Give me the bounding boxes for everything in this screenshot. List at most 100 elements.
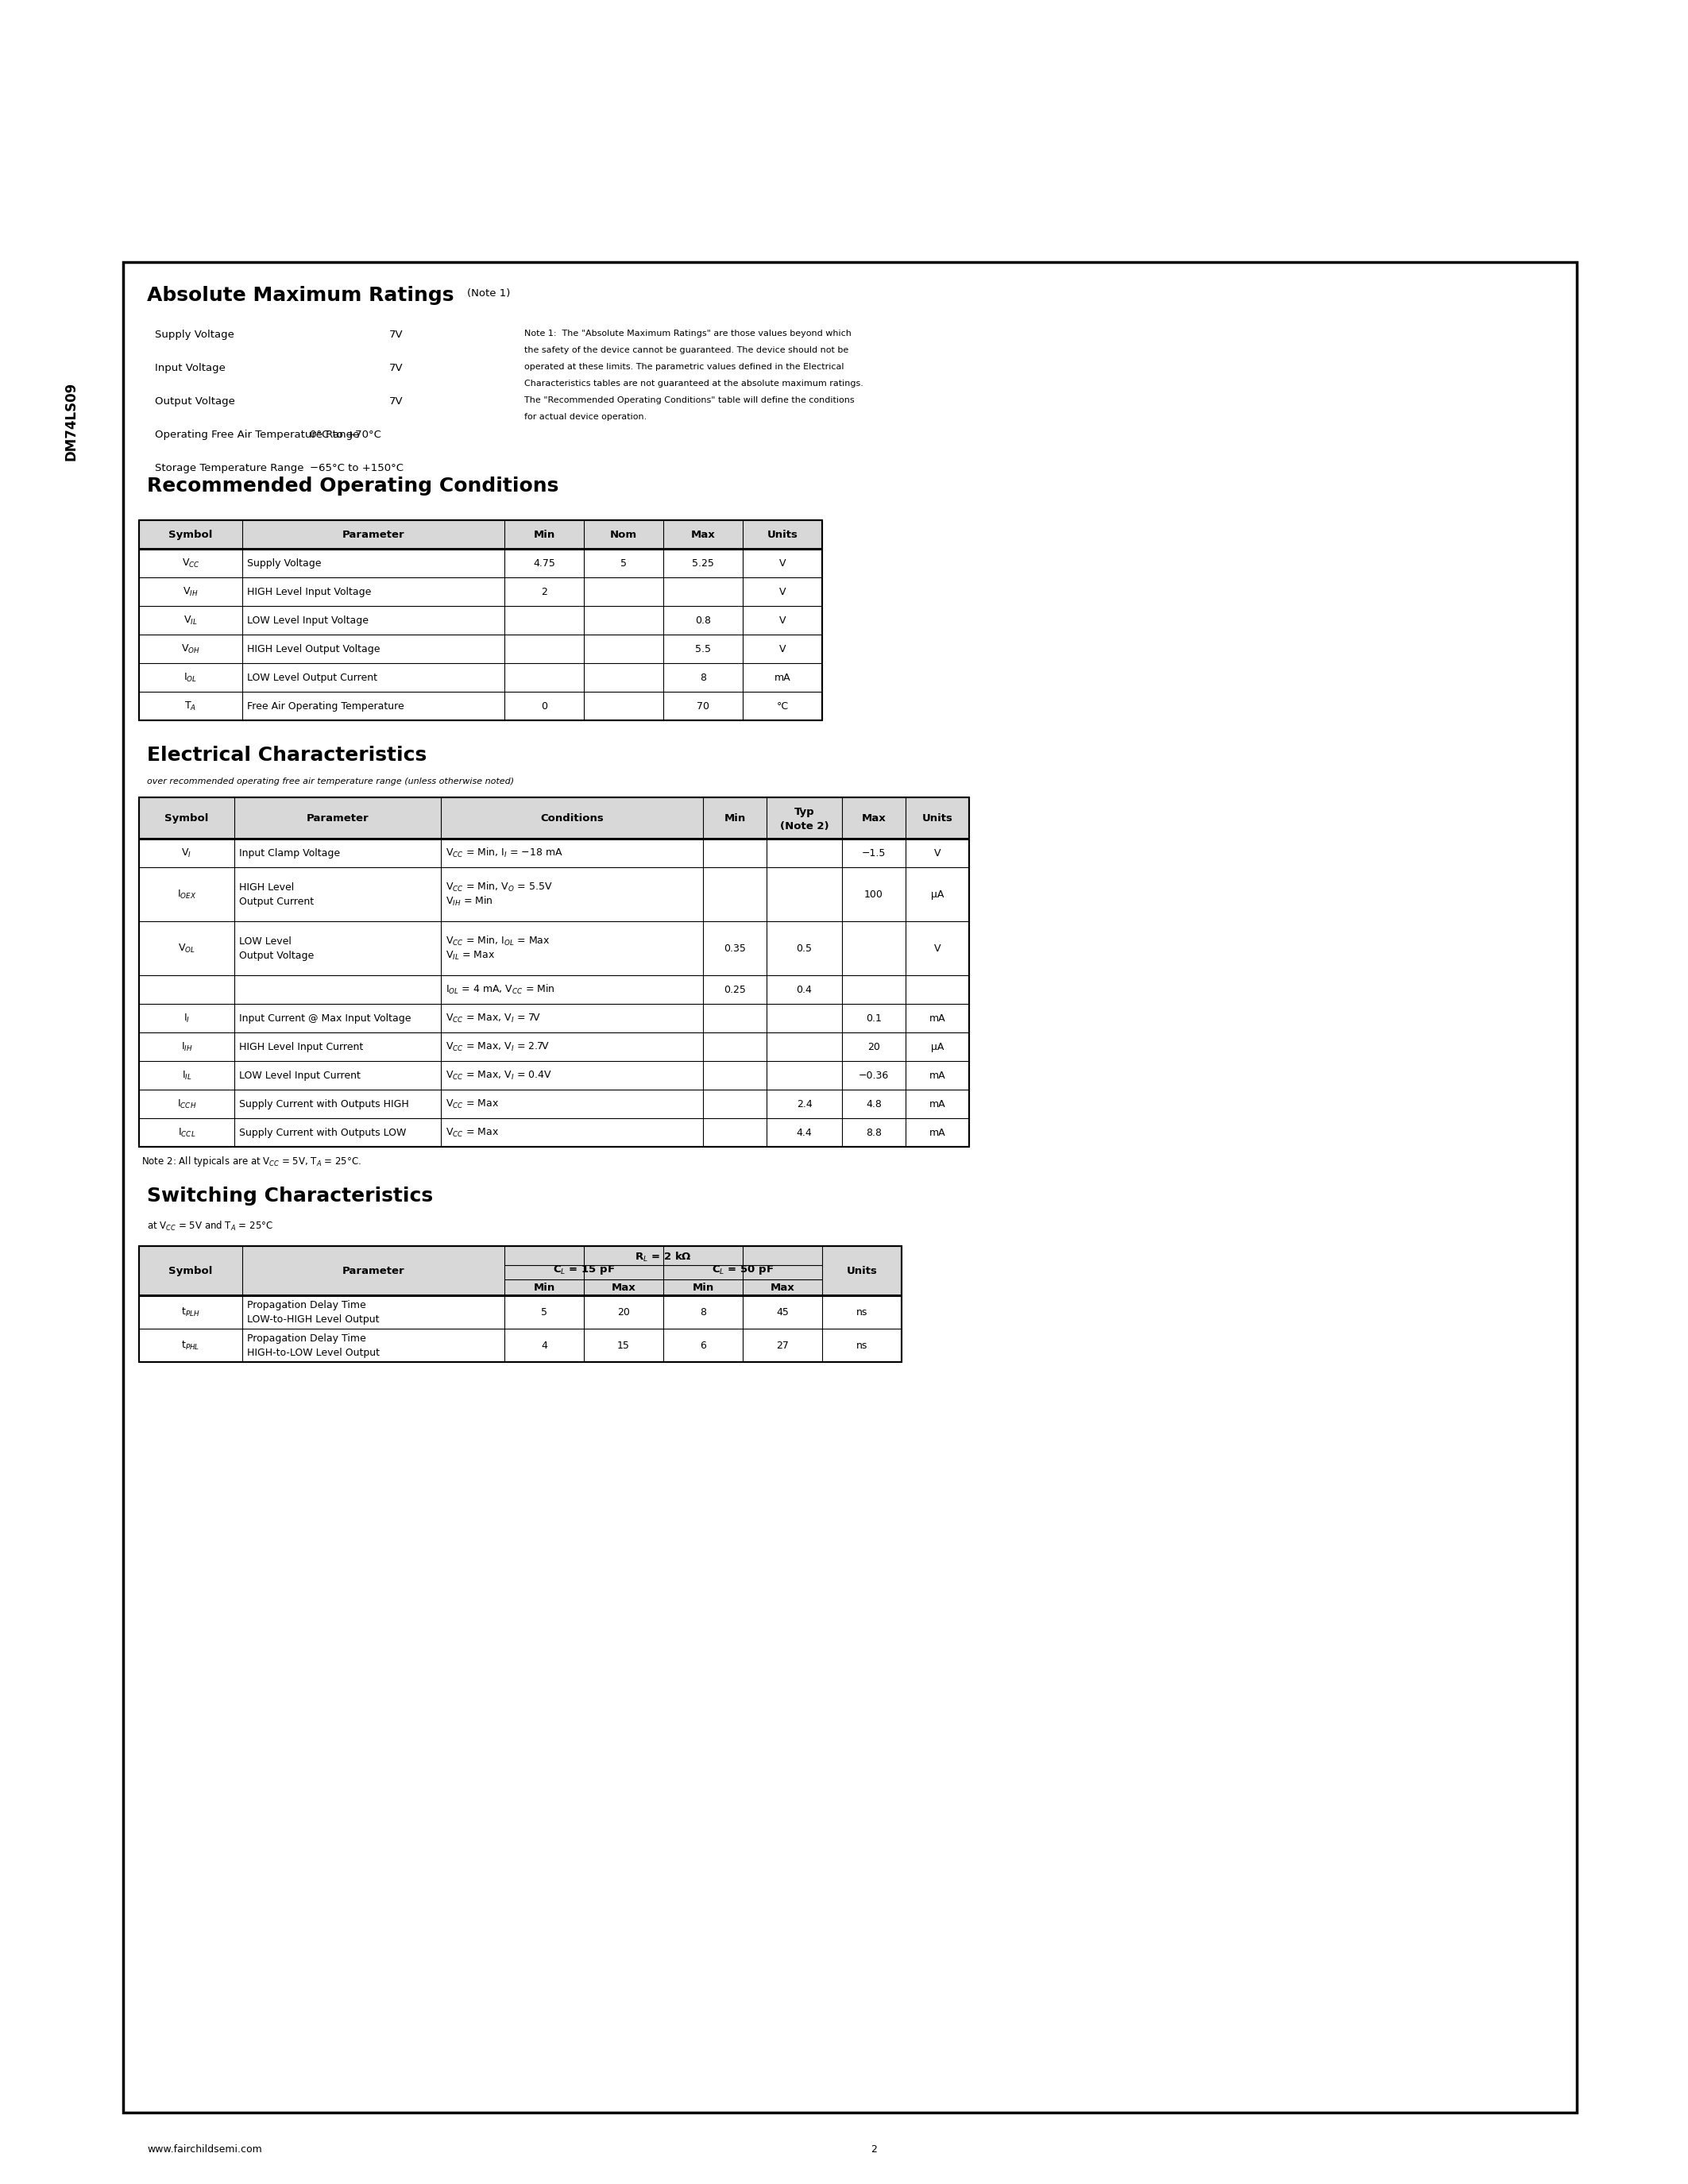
Text: °C: °C xyxy=(776,701,788,712)
Text: mA: mA xyxy=(928,1127,945,1138)
Text: the safety of the device cannot be guaranteed. The device should not be: the safety of the device cannot be guara… xyxy=(525,347,849,354)
Text: 20: 20 xyxy=(618,1306,630,1317)
Text: 4: 4 xyxy=(540,1341,547,1350)
Text: 0.1: 0.1 xyxy=(866,1013,881,1024)
Text: Max: Max xyxy=(770,1282,795,1293)
Text: ns: ns xyxy=(856,1306,868,1317)
Text: Supply Voltage: Supply Voltage xyxy=(155,330,235,341)
Text: Parameter: Parameter xyxy=(307,812,368,823)
Text: 4.8: 4.8 xyxy=(866,1099,881,1109)
Text: 7V: 7V xyxy=(390,363,403,373)
Text: Input Clamp Voltage: Input Clamp Voltage xyxy=(240,847,339,858)
Text: Input Current @ Max Input Voltage: Input Current @ Max Input Voltage xyxy=(240,1013,412,1024)
Text: V$_{CC}$ = Min, I$_I$ = −18 mA: V$_{CC}$ = Min, I$_I$ = −18 mA xyxy=(446,847,564,858)
Text: I$_{CCH}$: I$_{CCH}$ xyxy=(177,1099,196,1109)
Text: LOW-to-HIGH Level Output: LOW-to-HIGH Level Output xyxy=(246,1315,380,1324)
Text: t$_{PHL}$: t$_{PHL}$ xyxy=(181,1339,199,1352)
Text: V$_{CC}$ = Max, V$_I$ = 7V: V$_{CC}$ = Max, V$_I$ = 7V xyxy=(446,1011,540,1024)
Text: 5.5: 5.5 xyxy=(695,644,711,653)
Text: Typ: Typ xyxy=(793,806,815,817)
Text: R$_L$ = 2 kΩ: R$_L$ = 2 kΩ xyxy=(635,1251,692,1265)
Text: Min: Min xyxy=(533,529,555,539)
Text: V$_{CC}$ = Max, V$_I$ = 0.4V: V$_{CC}$ = Max, V$_I$ = 0.4V xyxy=(446,1070,552,1081)
Text: Propagation Delay Time: Propagation Delay Time xyxy=(246,1332,366,1343)
Text: HIGH Level: HIGH Level xyxy=(240,882,294,893)
Text: 4.75: 4.75 xyxy=(533,557,555,568)
Text: Supply Current with Outputs HIGH: Supply Current with Outputs HIGH xyxy=(240,1099,408,1109)
Text: 45: 45 xyxy=(776,1306,788,1317)
Bar xyxy=(138,1247,901,1295)
Text: HIGH Level Input Voltage: HIGH Level Input Voltage xyxy=(246,587,371,596)
Text: Units: Units xyxy=(846,1265,878,1275)
Text: 100: 100 xyxy=(864,889,883,900)
Text: 0.5: 0.5 xyxy=(797,943,812,954)
Text: Note 2: All typicals are at V$_{CC}$ = 5V, T$_A$ = 25°C.: Note 2: All typicals are at V$_{CC}$ = 5… xyxy=(142,1155,361,1168)
Text: 0.8: 0.8 xyxy=(695,616,711,625)
Text: V: V xyxy=(780,557,787,568)
Text: Supply Voltage: Supply Voltage xyxy=(246,557,321,568)
Text: Nom: Nom xyxy=(609,529,636,539)
Bar xyxy=(138,797,969,1147)
Text: V$_{CC}$: V$_{CC}$ xyxy=(182,557,199,570)
Text: operated at these limits. The parametric values defined in the Electrical: operated at these limits. The parametric… xyxy=(525,363,844,371)
Text: Switching Characteristics: Switching Characteristics xyxy=(147,1186,434,1206)
Text: 0.35: 0.35 xyxy=(724,943,746,954)
Text: V$_{CC}$ = Min, V$_O$ = 5.5V: V$_{CC}$ = Min, V$_O$ = 5.5V xyxy=(446,880,552,893)
Text: V$_{OL}$: V$_{OL}$ xyxy=(177,941,196,954)
Text: 27: 27 xyxy=(776,1341,788,1350)
Text: Parameter: Parameter xyxy=(343,529,405,539)
Text: V$_{IH}$: V$_{IH}$ xyxy=(182,585,199,598)
Text: 5: 5 xyxy=(540,1306,547,1317)
Text: C$_L$ = 50 pF: C$_L$ = 50 pF xyxy=(712,1265,773,1275)
Text: 8: 8 xyxy=(701,1306,706,1317)
Text: V$_{CC}$ = Min, I$_{OL}$ = Max: V$_{CC}$ = Min, I$_{OL}$ = Max xyxy=(446,935,550,948)
Text: 70: 70 xyxy=(697,701,709,712)
Text: Supply Current with Outputs LOW: Supply Current with Outputs LOW xyxy=(240,1127,407,1138)
Text: 20: 20 xyxy=(868,1042,879,1053)
Text: V: V xyxy=(933,847,940,858)
Text: I$_{OL}$: I$_{OL}$ xyxy=(184,670,197,684)
Text: 0°C to +70°C: 0°C to +70°C xyxy=(311,430,381,439)
Text: Max: Max xyxy=(861,812,886,823)
Text: The "Recommended Operating Conditions" table will define the conditions: The "Recommended Operating Conditions" t… xyxy=(525,395,854,404)
Text: www.fairchildsemi.com: www.fairchildsemi.com xyxy=(147,2145,262,2156)
Text: V: V xyxy=(780,616,787,625)
Text: Output Current: Output Current xyxy=(240,895,314,906)
Text: LOW Level Input Current: LOW Level Input Current xyxy=(240,1070,361,1081)
Text: HIGH-to-LOW Level Output: HIGH-to-LOW Level Output xyxy=(246,1348,380,1358)
Text: Conditions: Conditions xyxy=(540,812,604,823)
Text: Symbol: Symbol xyxy=(169,1265,213,1275)
Text: Propagation Delay Time: Propagation Delay Time xyxy=(246,1299,366,1310)
Text: ns: ns xyxy=(856,1341,868,1350)
Text: HIGH Level Input Current: HIGH Level Input Current xyxy=(240,1042,363,1053)
Text: Symbol: Symbol xyxy=(165,812,209,823)
Text: V$_I$: V$_I$ xyxy=(182,847,192,858)
Text: −1.5: −1.5 xyxy=(863,847,886,858)
Text: V$_{IL}$: V$_{IL}$ xyxy=(184,614,197,627)
Text: DM74LS09: DM74LS09 xyxy=(64,382,79,461)
Text: Min: Min xyxy=(724,812,746,823)
Text: μA: μA xyxy=(930,1042,944,1053)
Text: Output Voltage: Output Voltage xyxy=(155,395,235,406)
Text: 0: 0 xyxy=(540,701,547,712)
Text: 0.25: 0.25 xyxy=(724,985,746,994)
Text: 4.4: 4.4 xyxy=(797,1127,812,1138)
Text: 7V: 7V xyxy=(390,395,403,406)
Bar xyxy=(138,520,822,721)
Text: V$_{CC}$ = Max, V$_I$ = 2.7V: V$_{CC}$ = Max, V$_I$ = 2.7V xyxy=(446,1042,549,1053)
Text: V$_{IL}$ = Max: V$_{IL}$ = Max xyxy=(446,950,495,961)
Text: −65°C to +150°C: −65°C to +150°C xyxy=(311,463,403,474)
Bar xyxy=(138,520,822,548)
Text: 8: 8 xyxy=(701,673,706,684)
Text: (Note 1): (Note 1) xyxy=(468,288,510,299)
Text: I$_{OL}$ = 4 mA, V$_{CC}$ = Min: I$_{OL}$ = 4 mA, V$_{CC}$ = Min xyxy=(446,983,555,996)
Text: I$_{CCL}$: I$_{CCL}$ xyxy=(177,1127,196,1138)
Text: V$_{CC}$ = Max: V$_{CC}$ = Max xyxy=(446,1127,500,1138)
Text: Symbol: Symbol xyxy=(169,529,213,539)
Text: Note 1:  The "Absolute Maximum Ratings" are those values beyond which: Note 1: The "Absolute Maximum Ratings" a… xyxy=(525,330,851,339)
Text: Absolute Maximum Ratings: Absolute Maximum Ratings xyxy=(147,286,454,306)
Text: for actual device operation.: for actual device operation. xyxy=(525,413,647,422)
Text: C$_L$ = 15 pF: C$_L$ = 15 pF xyxy=(552,1265,614,1275)
Text: −0.36: −0.36 xyxy=(859,1070,890,1081)
Text: at V$_{CC}$ = 5V and T$_A$ = 25°C: at V$_{CC}$ = 5V and T$_A$ = 25°C xyxy=(147,1221,273,1232)
